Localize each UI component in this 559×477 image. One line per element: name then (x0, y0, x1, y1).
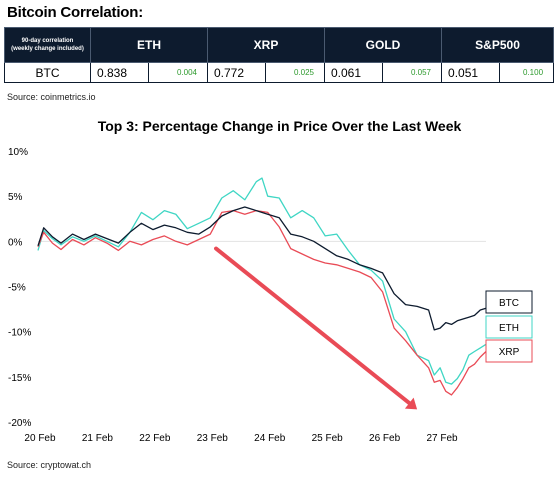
legend-box-btc (485, 290, 533, 314)
correlation-title: Bitcoin Correlation: (7, 4, 144, 21)
trend-arrow-shaft (214, 246, 412, 406)
corr-change-eth: 0.004 (148, 62, 208, 83)
chart-title: Top 3: Percentage Change in Price Over t… (97, 118, 462, 134)
correlation-note-line1: 90-day correlation (21, 38, 74, 44)
x-tick-label: 21 Feb (82, 433, 114, 444)
series-line-btc (37, 206, 487, 331)
x-tick-label: 24 Feb (254, 433, 286, 444)
corr-change-gold: 0.057 (381, 62, 443, 83)
legend-label-btc: BTC (499, 298, 519, 309)
correlation-note-line2: (weekly change included) (11, 46, 84, 52)
x-tick-label: 27 Feb (426, 433, 458, 444)
trend-arrow-head (404, 397, 418, 410)
x-tick-label: 25 Feb (312, 433, 344, 444)
y-tick-label: 0% (8, 237, 23, 248)
y-tick-label: -10% (8, 328, 31, 339)
column-header-sp500: S&P500 (441, 27, 555, 63)
legend-box-eth (485, 315, 533, 339)
correlation-table: 90-day correlation (weekly change includ… (4, 27, 555, 83)
x-tick-label: 20 Feb (24, 433, 56, 444)
corr-value-eth: 0.838 (90, 62, 149, 83)
y-tick-label: 5% (8, 192, 23, 203)
legend-label-eth: ETH (499, 323, 519, 334)
series-line-xrp (37, 209, 487, 396)
legend-box-xrp (485, 339, 533, 363)
corr-change-sp500: 0.100 (499, 62, 555, 83)
chart-source: Source: cryptowat.ch (7, 460, 92, 470)
column-header-gold: GOLD (323, 27, 443, 63)
correlation-row-btc: BTC 0.838 0.004 0.772 0.025 0.061 0.057 … (4, 62, 555, 83)
correlation-header-row: 90-day correlation (weekly change includ… (4, 27, 555, 63)
legend-label-xrp: XRP (499, 347, 520, 358)
x-tick-label: 26 Feb (369, 433, 401, 444)
y-tick-label: 10% (8, 147, 28, 158)
corr-value-xrp: 0.772 (207, 62, 266, 83)
series-line-eth (37, 177, 487, 385)
x-tick-label: 23 Feb (197, 433, 229, 444)
y-tick-label: -5% (8, 283, 26, 294)
y-tick-label: -20% (8, 418, 31, 429)
row-label-btc: BTC (4, 62, 91, 83)
column-header-xrp: XRP (207, 27, 325, 63)
y-tick-label: -15% (8, 373, 31, 384)
x-tick-label: 22 Feb (139, 433, 171, 444)
correlation-source: Source: coinmetrics.io (7, 92, 96, 102)
corr-change-xrp: 0.025 (265, 62, 325, 83)
corr-value-sp500: 0.051 (441, 62, 501, 83)
